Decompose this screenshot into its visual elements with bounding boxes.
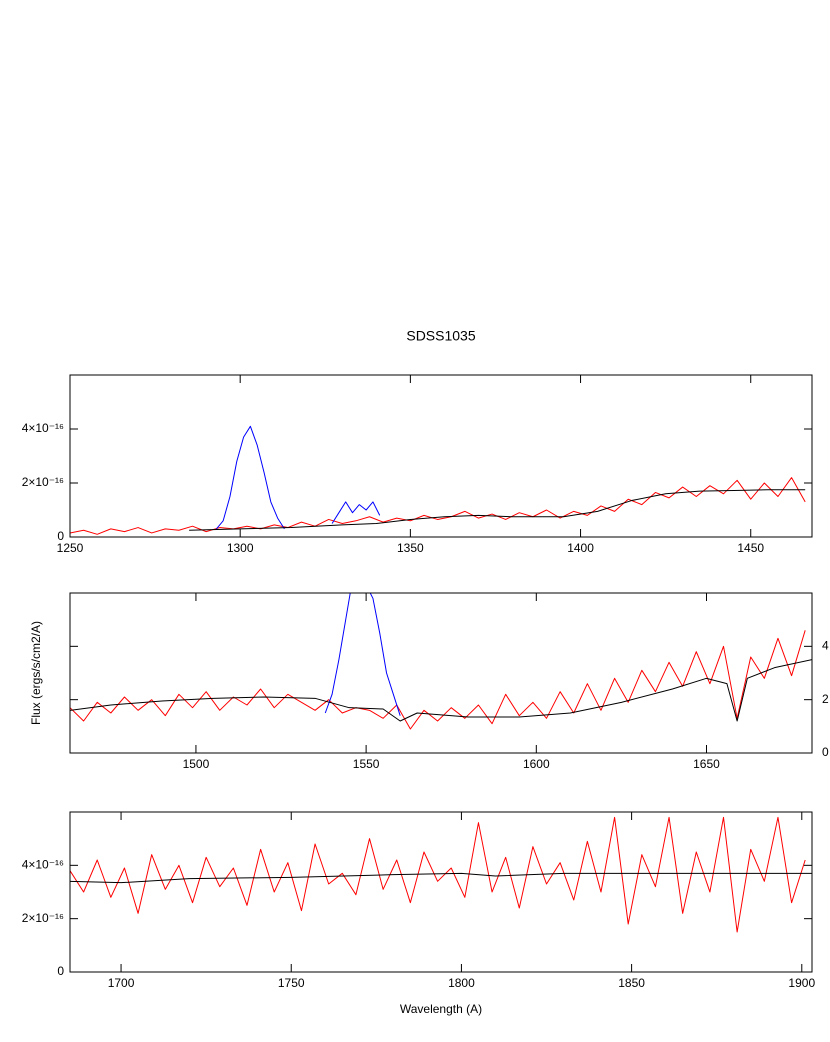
y-tick-label: 2: [822, 692, 829, 706]
spectrum-line: [70, 477, 806, 535]
spectrum-line: [70, 659, 812, 722]
spectrum-line: [70, 630, 806, 730]
spectrum-line: [215, 425, 381, 530]
y-tick-label: 4: [822, 639, 829, 653]
x-tick-label: 1800: [448, 976, 475, 990]
x-tick-label: 1550: [353, 757, 380, 771]
y-tick-label: 0: [822, 745, 829, 759]
spectrum-line: [70, 816, 806, 933]
plot-area: [70, 816, 812, 933]
x-tick-label: 1850: [618, 976, 645, 990]
x-axis-label: Wavelength (A): [400, 1002, 482, 1016]
x-tick-label: 1900: [788, 976, 815, 990]
spectrum-line: [70, 872, 812, 884]
x-tick-label: 1400: [567, 541, 594, 555]
axes-frame: [69, 811, 813, 973]
x-tick-label: 1250: [57, 541, 84, 555]
spectrum-line: [189, 489, 806, 531]
axes-frame: [69, 592, 813, 754]
chart-title: SDSS1035: [406, 328, 475, 344]
plot-area: [70, 425, 806, 535]
y-tick-label: 2×10⁻¹⁶: [22, 475, 64, 489]
x-tick-label: 1500: [183, 757, 210, 771]
x-tick-label: 1650: [693, 757, 720, 771]
x-tick-label: 1350: [397, 541, 424, 555]
x-tick-label: 1750: [278, 976, 305, 990]
x-tick-label: 1700: [108, 976, 135, 990]
y-tick-label: 0: [57, 964, 64, 978]
y-tick-label: 4×10⁻¹⁶: [22, 858, 64, 872]
x-tick-label: 1600: [523, 757, 550, 771]
spectrum-line: [324, 593, 401, 716]
y-tick-label: 4×10⁻¹⁶: [22, 421, 64, 435]
x-tick-label: 1450: [737, 541, 764, 555]
y-tick-label: 2×10⁻¹⁶: [22, 911, 64, 925]
x-tick-label: 1300: [227, 541, 254, 555]
axes-frame: [69, 374, 813, 538]
y-tick-label: 0: [57, 529, 64, 543]
plot-area: [70, 593, 812, 730]
y-axis-label: Flux (ergs/s/cm2/A): [29, 621, 43, 725]
